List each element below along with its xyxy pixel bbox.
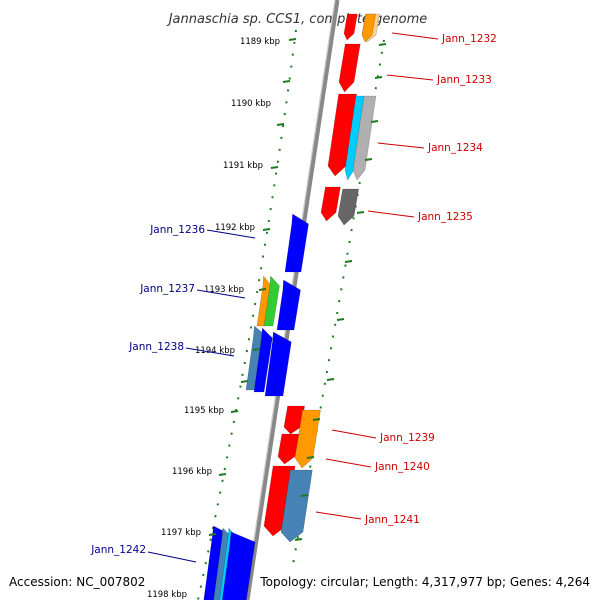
kbp-tick: [288, 38, 297, 41]
kbp-ticks: 1189 kbp 1190 kbp 1191 kbp 1192 kbp 1193 kbp…: [147, 37, 387, 600]
kbp-tick: [262, 228, 271, 231]
kbp-label: 1196 kbp: [172, 467, 212, 477]
kbp-tick: [306, 456, 315, 459]
kbp-label: 1190 kbp: [231, 99, 271, 109]
kbp-tick: [230, 410, 239, 413]
kbp-tick: [294, 538, 303, 541]
gene-leader-line: [367, 210, 415, 218]
kbp-label: 1195 kbp: [184, 406, 224, 416]
kbp-tick: [312, 418, 321, 421]
gene-arrow-blue[interactable]: [276, 279, 301, 331]
reverse-strand-guide: [197, 29, 297, 601]
gene-label[interactable]: Jann_1242: [90, 544, 146, 556]
gene-arrow-red[interactable]: [343, 13, 358, 41]
gene-leader-line: [185, 347, 235, 357]
kbp-tick: [300, 494, 309, 497]
gene-arrow-red[interactable]: [338, 43, 361, 93]
gene-arrow-lightgray[interactable]: [352, 95, 377, 181]
gene-arrow-orange[interactable]: [361, 13, 376, 43]
gene-leader-line: [391, 32, 439, 40]
gene-label[interactable]: Jann_1237: [139, 283, 195, 295]
kbp-label: 1193 kbp: [204, 285, 244, 295]
gene-leader-line: [325, 458, 372, 468]
kbp-tick: [336, 318, 345, 321]
kbp-tick: [356, 211, 365, 214]
gene-arrow-red[interactable]: [263, 465, 296, 537]
gene-arrow-green[interactable]: [263, 275, 280, 327]
gene-label[interactable]: Jann_1239: [379, 432, 435, 444]
kbp-tick: [240, 380, 249, 383]
gene-arrow-red[interactable]: [283, 405, 305, 435]
gene-label[interactable]: Jann_1235: [417, 211, 473, 223]
gene-arrow-gray[interactable]: [337, 188, 360, 226]
kbp-label: 1192 kbp: [215, 223, 255, 233]
kbp-label: 1197 kbp: [161, 528, 201, 538]
gene-arrow-steel[interactable]: [280, 469, 313, 543]
gene-arrow-red[interactable]: [327, 93, 358, 177]
gene-leader-line: [206, 229, 256, 239]
kbp-tick: [344, 260, 353, 263]
gene-label[interactable]: Jann_1241: [364, 514, 420, 526]
kbp-tick: [326, 378, 335, 381]
kbp-tick: [218, 473, 227, 476]
gene-arrow-cyan[interactable]: [344, 95, 366, 181]
gene-leader-line: [377, 142, 425, 149]
gene-leader-line: [147, 551, 197, 563]
map-title: Jannaschia sp. CCS1, complete genome: [166, 12, 428, 27]
kbp-tick: [282, 80, 291, 83]
gene-label[interactable]: Jann_1233: [436, 74, 492, 86]
gene-arrow-orange[interactable]: [294, 409, 321, 469]
kbp-tick: [364, 158, 373, 161]
gene-label[interactable]: Jann_1236: [149, 224, 205, 236]
kbp-tick: [258, 288, 267, 291]
kbp-tick: [276, 123, 285, 126]
gene-arrow-red[interactable]: [277, 433, 300, 465]
kbp-tick: [370, 120, 379, 123]
accession-text: Accession: NC_007802: [9, 575, 145, 589]
kbp-label: 1191 kbp: [223, 161, 263, 171]
gene-leader-line: [386, 74, 434, 81]
gene-label[interactable]: Jann_1232: [441, 33, 497, 45]
gene-leader-line: [331, 429, 377, 439]
gene-label[interactable]: Jann_1234: [427, 142, 483, 154]
gene-leader-line: [196, 289, 246, 299]
gene-leader-line: [315, 511, 362, 520]
kbp-tick: [378, 43, 387, 46]
gene-arrow-blue[interactable]: [264, 331, 292, 397]
gene-labels: Jann_1232 Jann_1233 Jann_1234 Jann_1235 Jann…: [90, 32, 497, 563]
kbp-label: 1189 kbp: [240, 37, 280, 47]
kbp-tick: [374, 76, 383, 79]
gene-arrow-blue[interactable]: [284, 213, 309, 273]
gene-label[interactable]: Jann_1238: [128, 341, 184, 353]
gene-tracks: [197, 0, 385, 605]
kbp-tick: [270, 166, 279, 169]
gene-arrow-red[interactable]: [320, 186, 341, 222]
kbp-label: 1198 kbp: [147, 590, 187, 600]
kbp-tick: [252, 348, 261, 351]
genome-summary-text: Topology: circular; Length: 4,317,977 bp…: [259, 575, 590, 589]
gene-label[interactable]: Jann_1240: [374, 461, 430, 473]
gene-arrow-blue[interactable]: [253, 327, 273, 393]
kbp-tick: [208, 533, 217, 536]
kbp-label: 1194 kbp: [195, 346, 235, 356]
